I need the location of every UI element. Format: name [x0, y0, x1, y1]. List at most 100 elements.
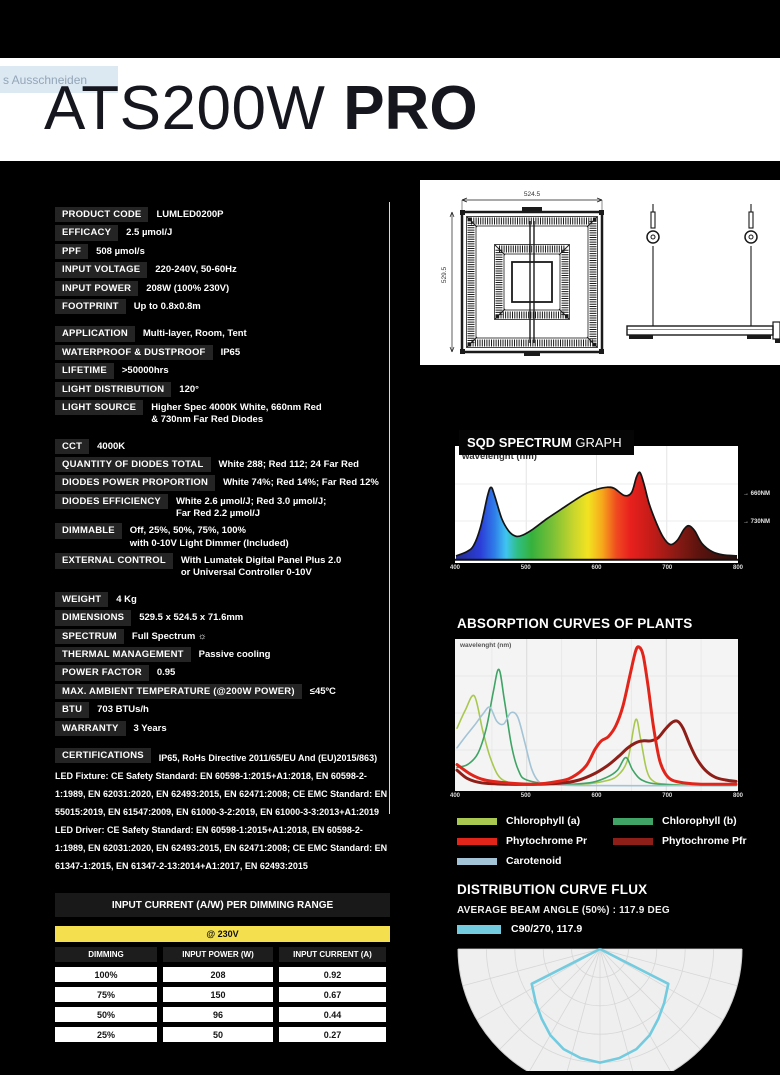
absorption-plot: wavelenght (nm): [455, 639, 738, 791]
spec-row: SPECTRUM Full Spectrum ☼: [55, 628, 389, 644]
axis-tick-label: 500: [520, 565, 531, 571]
voltage-bar: @ 230V: [55, 926, 390, 942]
sqd-spectrum-section: SQD SPECTRUM GRAPH wavelenght (nm) → 660…: [450, 430, 780, 575]
spec-label: DIMENSIONS: [55, 610, 132, 626]
spec-value: Passive cooling: [198, 649, 271, 660]
sqd-x-axis-ticks: 400 500 600 700 800: [450, 565, 743, 575]
spec-value: ≤45ºC: [309, 685, 336, 697]
spec-row: FOOTPRINT Up to 0.8x0.8m: [55, 298, 389, 315]
spec-row: INPUT VOLTAGE 220-240V, 50-60Hz: [55, 262, 389, 278]
spec-label: LIGHT SOURCE: [55, 399, 144, 416]
table-cell: 50: [163, 1027, 273, 1042]
absorption-title: ABSORPTION CURVES OF PLANTS: [457, 616, 693, 631]
spec-list: PRODUCT CODE LUMLED0200P EFFICACY 2.5 µmol/…: [55, 207, 389, 886]
spec-label: BTU: [55, 702, 90, 718]
spec-value: 208W (100% 230V): [146, 282, 230, 294]
spec-value: 2.5 µmol/J: [126, 227, 173, 239]
spec-value: IP65, RoHs Directive 2011/65/EU And (EU)…: [55, 752, 388, 871]
legend-item: Chlorophyll (a): [457, 815, 609, 827]
spec-group: WEIGHT 4 Kg DIMENSIONS 529.5 x 524.5 x 71.6…: [55, 591, 389, 736]
spec-value: Full Spectrum ☼: [131, 630, 207, 642]
spec-label: APPLICATION: [55, 326, 135, 342]
spec-row: THERMAL MANAGEMENT Passive cooling: [55, 647, 389, 663]
legend-item: Phytochrome Pr: [457, 835, 609, 847]
spec-label: SPECTRUM: [55, 628, 124, 644]
spec-row: WATERPROOF & DUSTPROOF IP65: [55, 344, 389, 361]
legend-label: C90/270, 117.9: [511, 923, 583, 935]
spec-row: INPUT POWER 208W (100% 230V): [55, 280, 389, 296]
dimension-width-label: 524.5: [524, 191, 541, 198]
absorption-section: ABSORPTION CURVES OF PLANTS wavelenght (…: [450, 616, 780, 867]
beam-angle-text: AVERAGE BEAM ANGLE (50%) : 117.9 DEG: [457, 905, 670, 916]
table-cell: 0.44: [279, 1007, 386, 1022]
input-current-table: INPUT CURRENT (A/W) PER DIMMING RANGE @ …: [55, 893, 390, 1042]
page-title: ATS200W PRO: [44, 73, 478, 144]
polar-distribution-chart: [457, 947, 743, 1075]
spec-group: CCT 4000K QUANTITY OF DIODES TOTAL White 28…: [55, 438, 389, 580]
spec-value: 0.95: [156, 667, 176, 679]
sqd-plot: wavelenght (nm) → 660NM → 730NM: [455, 446, 770, 563]
spec-label: QUANTITY OF DIODES TOTAL: [55, 456, 211, 473]
spec-value: Off, 25%, 50%, 75%, 100% with 0-10V Ligh…: [129, 525, 289, 549]
spec-label: MAX. AMBIENT TEMPERATURE (@200W POWER): [55, 683, 302, 700]
spec-value: 220-240V, 50-60Hz: [155, 264, 237, 276]
table-cell: 0.67: [279, 987, 386, 1002]
spec-group: PRODUCT CODE LUMLED0200P EFFICACY 2.5 µmol/…: [55, 207, 389, 315]
spec-row: MAX. AMBIENT TEMPERATURE (@200W POWER) ≤4…: [55, 683, 389, 700]
spec-value: Up to 0.8x0.8m: [133, 300, 201, 312]
absorption-chart: [455, 639, 738, 791]
column-divider: [389, 202, 390, 814]
legend-swatch: [613, 837, 653, 845]
legend-item: Chlorophyll (b): [613, 815, 780, 827]
spec-label: CERTIFICATIONS: [55, 747, 151, 764]
spec-row: PPF 508 µmol/s: [55, 243, 389, 260]
spec-label: DIODES POWER PROPORTION: [55, 475, 216, 491]
axis-tick-label: 800: [732, 793, 744, 799]
spec-row: PRODUCT CODE LUMLED0200P: [55, 207, 389, 223]
spec-row: APPLICATION Multi-layer, Room, Tent: [55, 326, 389, 342]
distribution-title: DISTRIBUTION CURVE FLUX: [457, 882, 648, 897]
spec-label: THERMAL MANAGEMENT: [55, 647, 191, 663]
spec-value: 4000K: [97, 440, 126, 452]
spec-label: POWER FACTOR: [55, 665, 149, 681]
table-title: INPUT CURRENT (A/W) PER DIMMING RANGE: [55, 893, 390, 917]
sqd-title-rest: GRAPH: [575, 435, 622, 450]
legend-swatch: [457, 837, 497, 845]
legend-label: Phytochrome Pfr: [662, 835, 747, 847]
spec-value: IP65: [220, 346, 241, 358]
axis-tick-label: 800: [732, 565, 744, 571]
table-cell: 25%: [55, 1027, 157, 1042]
spec-label: DIODES EFFICIENCY: [55, 493, 168, 510]
table-cell: 100%: [55, 967, 157, 982]
spec-row: WARRANTY 3 Years: [55, 720, 389, 736]
spec-row: EXTERNAL CONTROL With Lumatek Digital Pan…: [55, 553, 389, 580]
spec-row: DIODES EFFICIENCY White 2.6 µmol/J; Red 3…: [55, 493, 389, 521]
spec-value: 3 Years: [133, 722, 167, 734]
spec-row: LIGHT DISTRIBUTION 120°: [55, 381, 389, 397]
annotation-660nm: → 660NM: [743, 491, 771, 497]
spec-label: INPUT POWER: [55, 280, 139, 296]
spec-group: APPLICATION Multi-layer, Room, Tent WATERP…: [55, 326, 389, 426]
legend-label: Chlorophyll (a): [506, 815, 581, 827]
table-title-pre: INPUT CURRENT: [111, 900, 197, 911]
table-cell: 0.92: [279, 967, 386, 982]
distribution-section: DISTRIBUTION CURVE FLUX AVERAGE BEAM ANG…: [455, 882, 780, 1075]
spec-value: 508 µmol/s: [96, 245, 145, 257]
screenshot-artifact-menu-label: s Ausschneiden: [0, 66, 118, 93]
legend-item: Phytochrome Pfr: [613, 835, 780, 847]
spec-row: DIODES POWER PROPORTION White 74%; Red 14…: [55, 475, 389, 491]
table-cell: 96: [163, 1007, 273, 1022]
axis-tick-label: 700: [662, 793, 673, 799]
spec-value: 703 BTUs/h: [97, 704, 149, 716]
axis-tick-label: 600: [591, 565, 602, 571]
axis-tick-label: 500: [520, 793, 531, 799]
spec-row: DIMENSIONS 529.5 x 524.5 x 71.6mm: [55, 610, 389, 626]
sqd-chart-title: SQD SPECTRUM GRAPH: [459, 430, 634, 455]
spec-label: INPUT VOLTAGE: [55, 262, 148, 278]
curve-phytochrome-pr: [455, 645, 738, 786]
dimension-height-label: 529.5: [441, 266, 448, 283]
spec-label: WATERPROOF & DUSTPROOF: [55, 344, 213, 361]
legend-swatch: [457, 924, 501, 934]
spec-row: CERTIFICATIONS IP65, RoHs Directive 2011/…: [55, 747, 389, 874]
spec-row: CCT 4000K: [55, 438, 389, 454]
